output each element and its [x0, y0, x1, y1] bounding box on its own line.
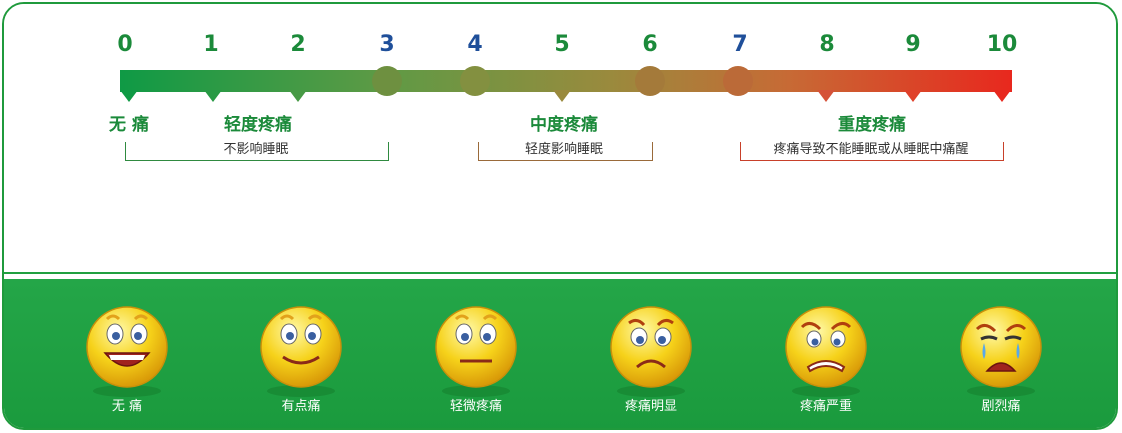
pointer-8 — [817, 90, 835, 102]
pointer-10 — [993, 90, 1011, 102]
pain-gradient-bar — [120, 70, 1012, 92]
frowning-face-icon — [601, 297, 701, 397]
bracket-mild — [125, 142, 389, 161]
knob-3 — [372, 66, 402, 96]
section-divider — [4, 272, 1116, 279]
pointer-9 — [904, 90, 922, 102]
scale-number-3: 3 — [379, 32, 395, 57]
scale-number-6: 6 — [642, 32, 658, 57]
grimacing-face-icon — [776, 297, 876, 397]
crying-face-icon — [951, 297, 1051, 397]
knob-6 — [635, 66, 665, 96]
face-label-4: 疼痛严重 — [799, 399, 853, 414]
bracket-text-severe: 疼痛导致不能睡眠或从睡眠中痛醒 — [769, 138, 973, 157]
bracket-text-mild: 不影响睡眠 — [219, 138, 293, 157]
scale-panel: 0 1 2 3 4 5 6 7 8 9 10 无 痛 轻度疼痛 中度疼痛 重度疼… — [4, 4, 1116, 272]
neutral-face-icon — [426, 297, 526, 397]
scale-number-0: 0 — [117, 32, 133, 57]
knob-4 — [460, 66, 490, 96]
pointer-2 — [289, 90, 307, 102]
scale-number-9: 9 — [905, 32, 921, 57]
pointer-0 — [120, 90, 138, 102]
bracket-text-moderate: 轻度影响睡眠 — [520, 138, 608, 157]
smiling-face-icon — [251, 297, 351, 397]
level-label-moderate: 中度疼痛 — [530, 115, 598, 135]
scale-number-5: 5 — [554, 32, 570, 57]
bracket-moderate — [478, 142, 653, 161]
scale-number-8: 8 — [819, 32, 835, 57]
face-label-5: 剧烈痛 — [981, 399, 1021, 414]
face-label-0: 无 痛 — [111, 399, 143, 414]
laughing-face-icon — [77, 297, 177, 397]
scale-number-2: 2 — [290, 32, 306, 57]
pointer-1 — [204, 90, 222, 102]
scale-number-1: 1 — [203, 32, 219, 57]
scale-number-7: 7 — [732, 32, 748, 57]
knob-7 — [723, 66, 753, 96]
bracket-severe — [740, 142, 1004, 161]
scale-number-4: 4 — [467, 32, 483, 57]
level-label-none: 无 痛 — [109, 115, 149, 135]
level-label-severe: 重度疼痛 — [838, 115, 906, 135]
face-label-1: 有点痛 — [281, 399, 321, 414]
pointer-5 — [553, 90, 571, 102]
scale-number-10: 10 — [986, 32, 1018, 57]
face-label-2: 轻微疼痛 — [449, 399, 503, 414]
faces-panel: 无 痛 有点痛 — [4, 279, 1116, 428]
level-label-mild: 轻度疼痛 — [224, 115, 292, 135]
face-label-3: 疼痛明显 — [624, 399, 678, 414]
